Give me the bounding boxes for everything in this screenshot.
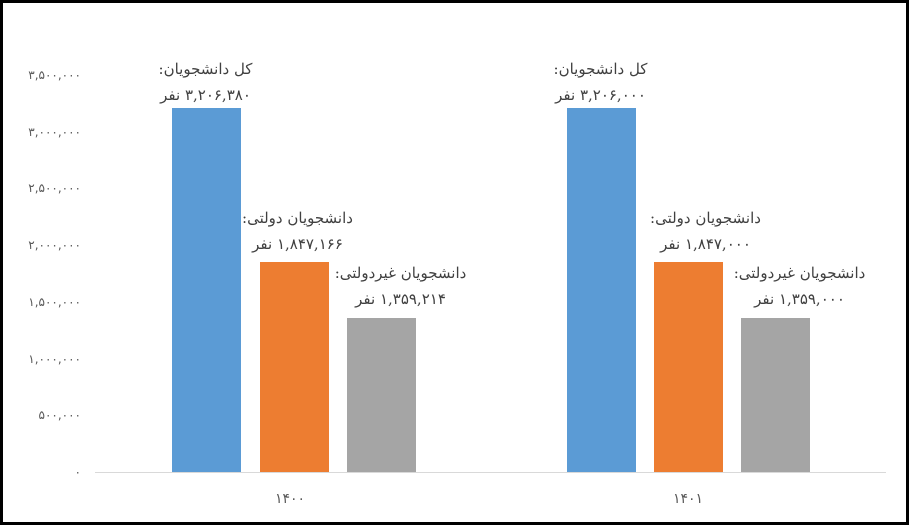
bar-1401-public	[654, 262, 723, 472]
y-tick-500000: ۵۰۰,۰۰۰	[38, 408, 82, 422]
y-tick-2500000: ۲,۵۰۰,۰۰۰	[28, 181, 81, 195]
bar-1401-total	[567, 108, 636, 472]
y-tick-2000000: ۲,۰۰۰,۰۰۰	[28, 238, 81, 252]
bar-1401-private	[741, 318, 810, 472]
y-tick-1000000: ۱,۰۰۰,۰۰۰	[28, 352, 81, 366]
y-tick-3000000: ۳,۰۰۰,۰۰۰	[28, 125, 81, 139]
bar-1400-private	[347, 318, 416, 472]
data-label-1401-private: دانشجویان غیردولتی: ۱,۳۵۹,۰۰۰ نفر	[733, 264, 866, 308]
data-label-1401-public: دانشجویان دولتی: ۱,۸۴۷,۰۰۰ نفر	[650, 209, 761, 253]
y-tick-1500000: ۱,۵۰۰,۰۰۰	[28, 295, 81, 309]
bar-1400-public	[260, 262, 329, 472]
x-category-1400: ۱۴۰۰	[274, 491, 306, 507]
y-tick-0: ۰	[74, 465, 81, 479]
x-axis-line	[95, 472, 886, 473]
data-label-1400-public: دانشجویان دولتی: ۱,۸۴۷,۱۶۶ نفر	[242, 209, 353, 253]
data-label-1400-total: کل دانشجویان: ۳,۲۰۶,۳۸۰ نفر	[158, 60, 253, 104]
data-label-1401-total: کل دانشجویان: ۳,۲۰۶,۰۰۰ نفر	[553, 60, 648, 104]
bar-1400-total	[172, 108, 241, 472]
plot-area: ۰ ۵۰۰,۰۰۰ ۱,۰۰۰,۰۰۰ ۱,۵۰۰,۰۰۰ ۲,۰۰۰,۰۰۰ …	[3, 3, 906, 522]
data-label-1400-private: دانشجویان غیردولتی: ۱,۳۵۹,۲۱۴ نفر	[334, 264, 467, 308]
x-category-1401: ۱۴۰۱	[672, 491, 704, 507]
y-tick-3500000: ۳,۵۰۰,۰۰۰	[28, 68, 81, 82]
